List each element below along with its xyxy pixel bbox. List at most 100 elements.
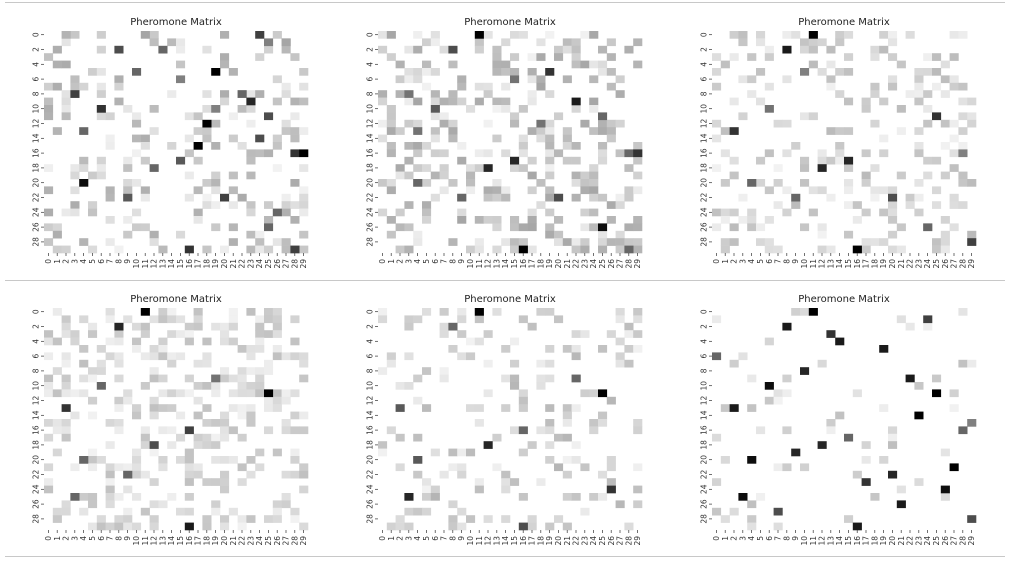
y-tick-label: 10: [32, 104, 41, 114]
heatmap-bg-cell: [914, 68, 924, 76]
heatmap-bg-cell: [290, 337, 300, 346]
heatmap-bg-cell: [176, 38, 186, 47]
heatmap-bg-cell: [808, 38, 818, 47]
heatmap-bg-cell: [817, 68, 827, 76]
heatmap-bg-cell: [615, 149, 625, 158]
heatmap-bg-cell: [378, 31, 388, 39]
heatmap-bg-cell: [61, 433, 71, 442]
heatmap-bg-cell: [615, 238, 625, 246]
heatmap-bg-cell: [149, 404, 159, 412]
heatmap-bg-cell: [589, 105, 599, 113]
heatmap-bg-cell: [176, 230, 186, 239]
heatmap-bg-cell: [773, 522, 783, 531]
heatmap-bg-cell: [123, 230, 133, 239]
heatmap-bg-cell: [817, 156, 827, 165]
heatmap-cell: [817, 441, 827, 449]
heatmap-cell: [844, 433, 854, 442]
heatmap-bg-cell: [914, 75, 924, 84]
heatmap-cell: [782, 45, 792, 54]
x-tick-label: 10: [466, 536, 475, 546]
heatmap-bg-cell: [835, 127, 845, 135]
heatmap-bg-cell: [96, 68, 106, 76]
heatmap-bg-cell: [281, 201, 291, 209]
heatmap-bg-cell: [949, 31, 959, 39]
heatmap-bg-cell: [764, 53, 774, 61]
y-tick-label: 2: [32, 47, 41, 52]
heatmap-bg-cell: [800, 179, 810, 187]
x-tick-label: 8: [114, 259, 123, 264]
x-tick-label: 16: [853, 536, 862, 546]
heatmap-bg-cell: [255, 330, 265, 338]
heatmap-bg-cell: [764, 238, 774, 246]
heatmap-bg-cell: [281, 119, 291, 128]
heatmap-bg-cell: [492, 105, 502, 113]
y-tick-label: 2: [700, 47, 709, 52]
heatmap-bg-cell: [606, 119, 616, 128]
heatmap-bg-cell: [299, 411, 309, 420]
x-tick-label: 3: [404, 536, 413, 541]
heatmap-bg-cell: [167, 426, 177, 435]
heatmap-bg-cell: [281, 82, 291, 91]
heatmap-bg-cell: [193, 382, 203, 390]
heatmap-bg-cell: [791, 31, 801, 39]
heatmap-bg-cell: [246, 419, 256, 427]
heatmap-bg-cell: [712, 315, 722, 324]
heatmap-bg-cell: [52, 367, 62, 375]
heatmap-cell: [237, 90, 247, 98]
heatmap-bg-cell: [536, 426, 546, 435]
heatmap-bg-cell: [633, 238, 643, 246]
x-tick-label: 2: [396, 259, 405, 264]
heatmap-bg-cell: [79, 374, 89, 383]
heatmap-bg-cell: [527, 322, 537, 331]
x-tick-label: 20: [888, 259, 897, 269]
heatmap-bg-cell: [404, 156, 414, 165]
heatmap-bg-cell: [378, 119, 388, 128]
heatmap-bg-cell: [140, 193, 150, 202]
heatmap-bg-cell: [237, 478, 247, 486]
heatmap-bg-cell: [861, 97, 871, 106]
heatmap-bg-cell: [44, 463, 54, 472]
y-tick-label: 22: [32, 470, 41, 480]
heatmap-cell: [905, 374, 915, 383]
heatmap-bg-cell: [105, 419, 115, 427]
heatmap-cell: [861, 478, 871, 486]
heatmap-bg-cell: [729, 31, 739, 39]
heatmap-bg-cell: [430, 134, 440, 143]
heatmap-bg-cell: [386, 127, 396, 135]
heatmap-bg-cell: [633, 485, 643, 494]
heatmap-bg-cell: [176, 456, 186, 464]
heatmap-bg-cell: [958, 179, 968, 187]
heatmap-bg-cell: [378, 134, 388, 143]
x-tick-label: 8: [448, 259, 457, 264]
heatmap-bg-cell: [940, 245, 950, 254]
heatmap-cell: [914, 411, 924, 420]
y-tick-label: 14: [700, 410, 709, 420]
heatmap-bg-cell: [430, 448, 440, 457]
x-tick-label: 4: [413, 536, 422, 541]
heatmap-bg-cell: [404, 352, 414, 361]
heatmap-bg-cell: [852, 201, 862, 209]
x-tick-label: 15: [510, 259, 519, 269]
heatmap-bg-cell: [896, 127, 906, 135]
heatmap-bg-cell: [870, 164, 880, 172]
heatmap-bg-cell: [202, 105, 212, 113]
x-tick-label: 15: [844, 536, 853, 546]
heatmap-bg-cell: [44, 419, 54, 427]
heatmap-bg-cell: [140, 470, 150, 479]
heatmap-cell: [923, 223, 933, 232]
heatmap-cell: [140, 308, 150, 316]
heatmap-bg-cell: [202, 245, 212, 254]
heatmap-bg-cell: [888, 441, 898, 449]
heatmap-bg-cell: [466, 171, 476, 180]
heatmap-bg-cell: [967, 359, 977, 368]
heatmap-bg-cell: [633, 245, 643, 254]
heatmap-bg-cell: [290, 53, 300, 61]
x-tick-label: 0: [378, 536, 387, 541]
heatmap-bg-cell: [44, 208, 54, 217]
heatmap-bg-cell: [79, 164, 89, 172]
heatmap-bg-cell: [527, 223, 537, 232]
heatmap-bg-cell: [545, 223, 555, 232]
heatmap-bg-cell: [264, 396, 274, 405]
heatmap-bg-cell: [527, 97, 537, 106]
heatmap-bg-cell: [967, 179, 977, 187]
